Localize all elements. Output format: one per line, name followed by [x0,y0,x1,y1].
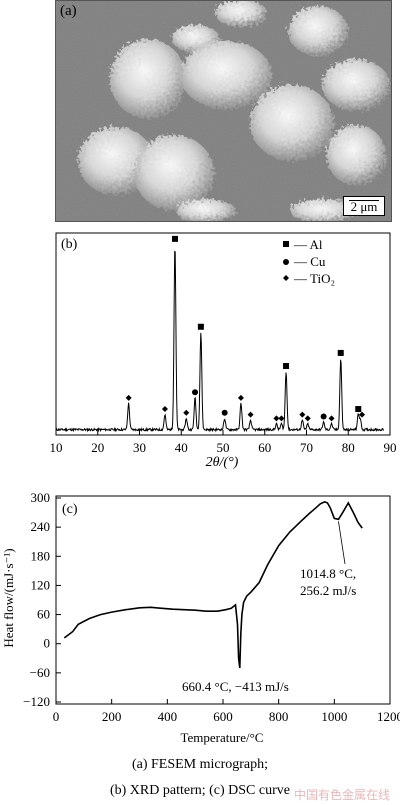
tio2-peak-marker [328,415,335,422]
legend-al: — Al [293,237,323,252]
dsc-y-tick-label: 240 [31,519,51,534]
tio2-peak-marker [161,406,168,413]
sem-micrograph: (a) 2 μm [55,0,392,222]
tio2-peak-marker [299,411,306,418]
peak-annotation-line2: 256.2 mJ/s [300,583,356,598]
xrd-x-tick-label: 80 [342,440,355,455]
xrd-x-tick-label: 70 [300,440,313,455]
xrd-x-label: 2θ/(°) [206,455,239,470]
xrd-trace [55,250,385,433]
xrd-x-tick-label: 30 [133,440,146,455]
panel-b-label: (b) [61,237,78,252]
legend-circle-marker [283,259,289,265]
dsc-x-tick-label: 200 [102,709,122,724]
xrd-peak-markers [125,235,366,422]
caption-line-1: (a) FESEM micrograph; [131,757,269,772]
watermark: 中国有色金属在线 [293,788,390,802]
al-peak-marker [355,406,362,413]
tio2-peak-marker [359,411,366,418]
tio2-peak-marker [183,409,190,416]
dsc-y-label: Heat flow/(mJ·s⁻¹) [1,548,16,647]
dsc-trace [63,501,363,669]
scale-bar: 2 μm [343,196,385,216]
dsc-y-tick-label: −60 [30,665,50,680]
xrd-x-tick-label: 10 [50,440,63,455]
caption-line-2: (b) XRD pattern; (c) DSC curve [109,783,290,798]
xrd-x-tick-label: 20 [91,440,104,455]
legend-diamond-marker [283,275,289,281]
xrd-x-tick-label: 60 [258,440,271,455]
dsc-y-tick-label: 300 [31,490,51,505]
al-peak-marker [171,235,178,242]
panel-a-label: (a) [60,3,77,19]
dsc-y-tick-label: 120 [31,577,51,592]
dsc-x-tick-label: 1000 [321,709,347,724]
legend-cu: — Cu [293,254,326,269]
dsc-x-tick-label: 800 [269,709,289,724]
dsc-y-tick-label: 0 [44,636,51,651]
dsc-x-axis: 0 200 400 600 800 1000 1200 [53,699,400,724]
dsc-x-tick-label: 0 [53,709,60,724]
dsc-x-tick-label: 600 [213,709,233,724]
dsc-y-tick-label: −120 [23,694,50,709]
panel-c-label: (c) [62,502,78,517]
dsc-y-axis: 300 240 180 120 60 0 −60 −120 [23,490,61,709]
scale-bar-label: 2 μm [350,199,378,214]
sem-image [56,1,391,221]
al-peak-marker [283,363,290,370]
tio2-peak-marker [237,394,244,401]
legend-tio2: — TiO₂ [293,271,335,286]
tio2-peak-marker [273,415,280,422]
peak-annotation-leader [338,521,346,565]
cu-peak-marker [192,389,199,396]
dsc-x-label: Temperature/°C [181,730,264,745]
tio2-peak-marker [125,394,132,401]
dsc-x-tick-label: 1200 [377,709,400,724]
xrd-x-tick-label: 90 [384,440,397,455]
dsc-y-tick-label: 180 [31,548,51,563]
dsc-x-tick-label: 400 [158,709,178,724]
al-peak-marker [337,349,344,356]
peak-annotation-line1: 1014.8 °C, [300,566,356,581]
al-peak-marker [197,323,204,330]
xrd-x-tick-label: 40 [175,440,188,455]
scale-bar-line [349,200,379,201]
xrd-legend: — Al — Cu — TiO₂ [283,237,335,286]
cu-peak-marker [320,413,327,420]
xrd-x-axis: 10 20 30 40 50 60 70 80 90 [50,430,397,455]
xrd-chart: (b) — Al — Cu — TiO₂ 10 20 30 40 50 60 70 80 90 … [50,232,397,470]
tio2-peak-marker [278,415,285,422]
legend-square-marker [283,241,289,247]
figure-caption: (a) FESEM micrograph; (b) XRD pattern; (… [0,752,400,804]
tio2-peak-marker [304,415,311,422]
tio2-peak-marker [247,411,254,418]
xrd-x-tick-label: 50 [217,440,230,455]
dip-annotation: 660.4 °C, −413 mJ/s [182,679,289,694]
dsc-y-tick-label: 60 [37,607,50,622]
dsc-frame [55,495,391,705]
cu-peak-marker [221,409,228,416]
